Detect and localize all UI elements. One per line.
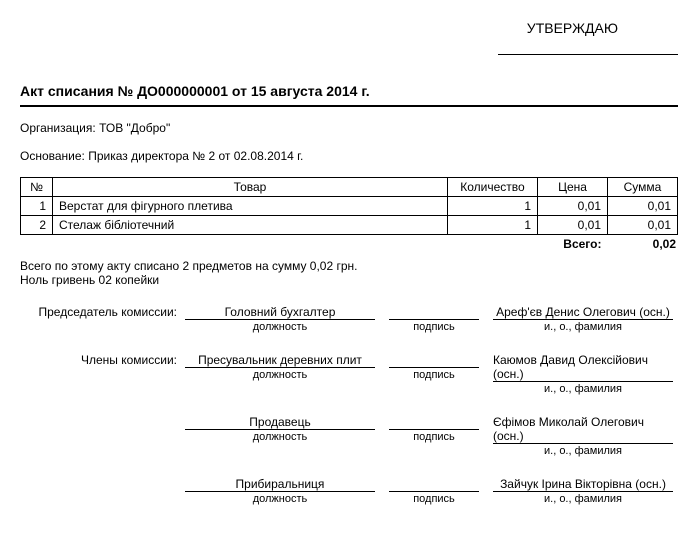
approve-header: УТВЕРЖДАЮ: [20, 20, 678, 36]
sig-position-block: Головний бухгалтер должность: [185, 305, 375, 333]
sig-line: [389, 319, 479, 320]
sig-position-label: должность: [253, 431, 308, 443]
sig-sign-block: подпись: [389, 477, 479, 505]
organization-line: Организация: ТОВ "Добро": [20, 121, 678, 135]
sig-line: [493, 319, 673, 320]
sig-line: [185, 429, 375, 430]
sig-name-label: и., о., фамилия: [544, 445, 622, 457]
sig-name-block: Єфімов Миколай Олегович (осн.) и., о., фа…: [493, 415, 673, 457]
signature-row: Продавець должность подпись Єфімов Миколай …: [20, 415, 678, 457]
sig-position: Продавець: [249, 415, 310, 429]
sig-position-label: должность: [253, 493, 308, 505]
signature-row: Члены комиссии:Пресувальник деревних пли…: [20, 353, 678, 395]
cell-sum: 0,01: [608, 216, 678, 235]
sig-sign-label: подпись: [413, 431, 455, 443]
sig-line: [185, 367, 375, 368]
sig-line: [389, 429, 479, 430]
table-row: 1Верстат для фігурного плетива10,010,01: [21, 197, 678, 216]
sig-sign-block: подпись: [389, 415, 479, 457]
cell-qty: 1: [448, 216, 538, 235]
sig-line: [493, 491, 673, 492]
hdr-price: Цена: [538, 178, 608, 197]
sig-name-block: Каюмов Давид Олексійович (осн.) и., о., ф…: [493, 353, 673, 395]
sig-name: Ареф'єв Денис Олегович (осн.): [496, 305, 670, 319]
sig-position: Прибиральниця: [236, 477, 325, 491]
table-row: 2Стелаж бібліотечний10,010,01: [21, 216, 678, 235]
sig-sign-block: подпись: [389, 353, 479, 395]
cell-num: 2: [21, 216, 53, 235]
totals-row: Всего: 0,02: [20, 237, 678, 251]
sig-name: Зайчук Ірина Вікторівна (осн.): [500, 477, 666, 491]
items-table: № Товар Количество Цена Сумма 1Верстат д…: [20, 177, 678, 235]
org-value: ТОВ "Добро": [99, 121, 170, 135]
sig-line: [185, 491, 375, 492]
org-label: Организация:: [20, 121, 96, 135]
sig-name-label: и., о., фамилия: [544, 493, 622, 505]
cell-name: Стелаж бібліотечний: [53, 216, 448, 235]
cell-price: 0,01: [538, 216, 608, 235]
total-label: Всего:: [563, 237, 623, 251]
sig-name: Каюмов Давид Олексійович (осн.): [493, 353, 673, 381]
signatures-section: Председатель комиссии:Головний бухгалтер…: [20, 305, 678, 505]
hdr-num: №: [21, 178, 53, 197]
basis-line: Основание: Приказ директора № 2 от 02.08…: [20, 149, 678, 163]
sig-name: Єфімов Миколай Олегович (осн.): [493, 415, 673, 443]
sig-sign-label: подпись: [413, 369, 455, 381]
sig-position-label: должность: [253, 369, 308, 381]
document-title: Акт списания № ДО000000001 от 15 августа…: [20, 83, 678, 99]
sig-name-block: Ареф'єв Денис Олегович (осн.) и., о., фам…: [493, 305, 673, 333]
sig-name-label: и., о., фамилия: [544, 321, 622, 333]
sig-position-block: Пресувальник деревних плит должность: [185, 353, 375, 395]
summary-line-2: Ноль гривень 02 копейки: [20, 273, 678, 287]
table-header-row: № Товар Количество Цена Сумма: [21, 178, 678, 197]
sig-position: Головний бухгалтер: [225, 305, 336, 319]
sig-sign-label: подпись: [413, 321, 455, 333]
cell-num: 1: [21, 197, 53, 216]
sig-role: Председатель комиссии:: [20, 305, 185, 319]
basis-label: Основание:: [20, 149, 85, 163]
sig-role: Члены комиссии:: [20, 353, 185, 367]
total-value: 0,02: [653, 237, 676, 251]
cell-name: Верстат для фігурного плетива: [53, 197, 448, 216]
cell-price: 0,01: [538, 197, 608, 216]
title-underline: [20, 105, 678, 107]
sig-line: [389, 367, 479, 368]
sig-position-block: Прибиральниця должность: [185, 477, 375, 505]
approve-signature-line: [498, 54, 678, 55]
cell-qty: 1: [448, 197, 538, 216]
sig-line: [389, 491, 479, 492]
sig-sign-block: подпись: [389, 305, 479, 333]
sig-line: [493, 443, 673, 444]
hdr-qty: Количество: [448, 178, 538, 197]
basis-value: Приказ директора № 2 от 02.08.2014 г.: [88, 149, 303, 163]
sig-position: Пресувальник деревних плит: [198, 353, 362, 367]
sig-position-label: должность: [253, 321, 308, 333]
sig-name-label: и., о., фамилия: [544, 383, 622, 395]
summary-line-1: Всего по этому акту списано 2 предметов …: [20, 259, 678, 273]
hdr-name: Товар: [53, 178, 448, 197]
sig-position-block: Продавець должность: [185, 415, 375, 457]
cell-sum: 0,01: [608, 197, 678, 216]
hdr-sum: Сумма: [608, 178, 678, 197]
sig-line: [185, 319, 375, 320]
signature-row: Прибиральниця должность подпись Зайчук Ірин…: [20, 477, 678, 505]
sig-name-block: Зайчук Ірина Вікторівна (осн.) и., о., фа…: [493, 477, 673, 505]
sig-line: [493, 381, 673, 382]
sig-sign-label: подпись: [413, 493, 455, 505]
signature-row: Председатель комиссии:Головний бухгалтер…: [20, 305, 678, 333]
